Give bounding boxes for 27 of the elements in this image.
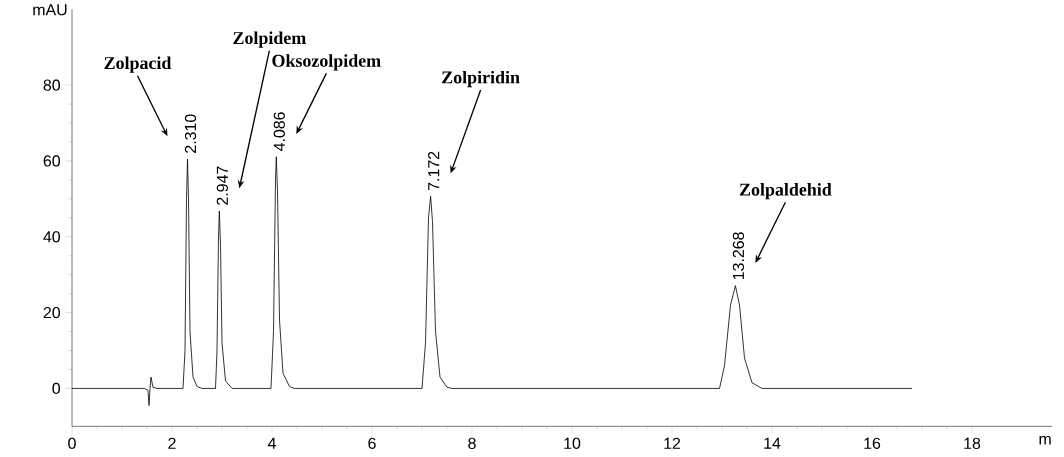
annotation: Zolpidem [233,31,306,48]
x-tick-label: 14 [764,437,781,449]
y-tick-label: 80 [43,79,61,91]
x-tick-label: 4 [267,437,276,449]
x-axis-title: m [1039,435,1051,445]
annotation: 2.947 [216,166,228,205]
y-tick-label: 60 [43,155,61,167]
annotation: 2.310 [184,114,197,153]
x-tick-label: 12 [664,437,681,449]
x-tick-label: 18 [964,437,981,449]
annotation: Zolpaldehid [739,183,832,200]
x-tick-label: 10 [564,437,581,449]
x-tick-label: 16 [864,437,881,449]
y-tick-label: 20 [43,306,61,319]
y-axis-title: mAU [33,4,67,16]
annotation: Zolpiridin [442,70,520,88]
annotation: Zolpacid [104,56,172,73]
x-tick-label: 2 [168,437,176,449]
annotation: 7.172 [428,151,440,191]
y-tick-label: 40 [43,231,61,243]
annotation: 13.268 [732,232,745,280]
x-tick-label: 6 [368,437,376,449]
annotation: Oksozolpidem [272,54,381,71]
x-tick-label: 0 [68,437,76,449]
annotation: 4.086 [273,112,285,152]
x-tick-label: 8 [468,437,476,449]
y-tick-label: 0 [52,382,61,395]
